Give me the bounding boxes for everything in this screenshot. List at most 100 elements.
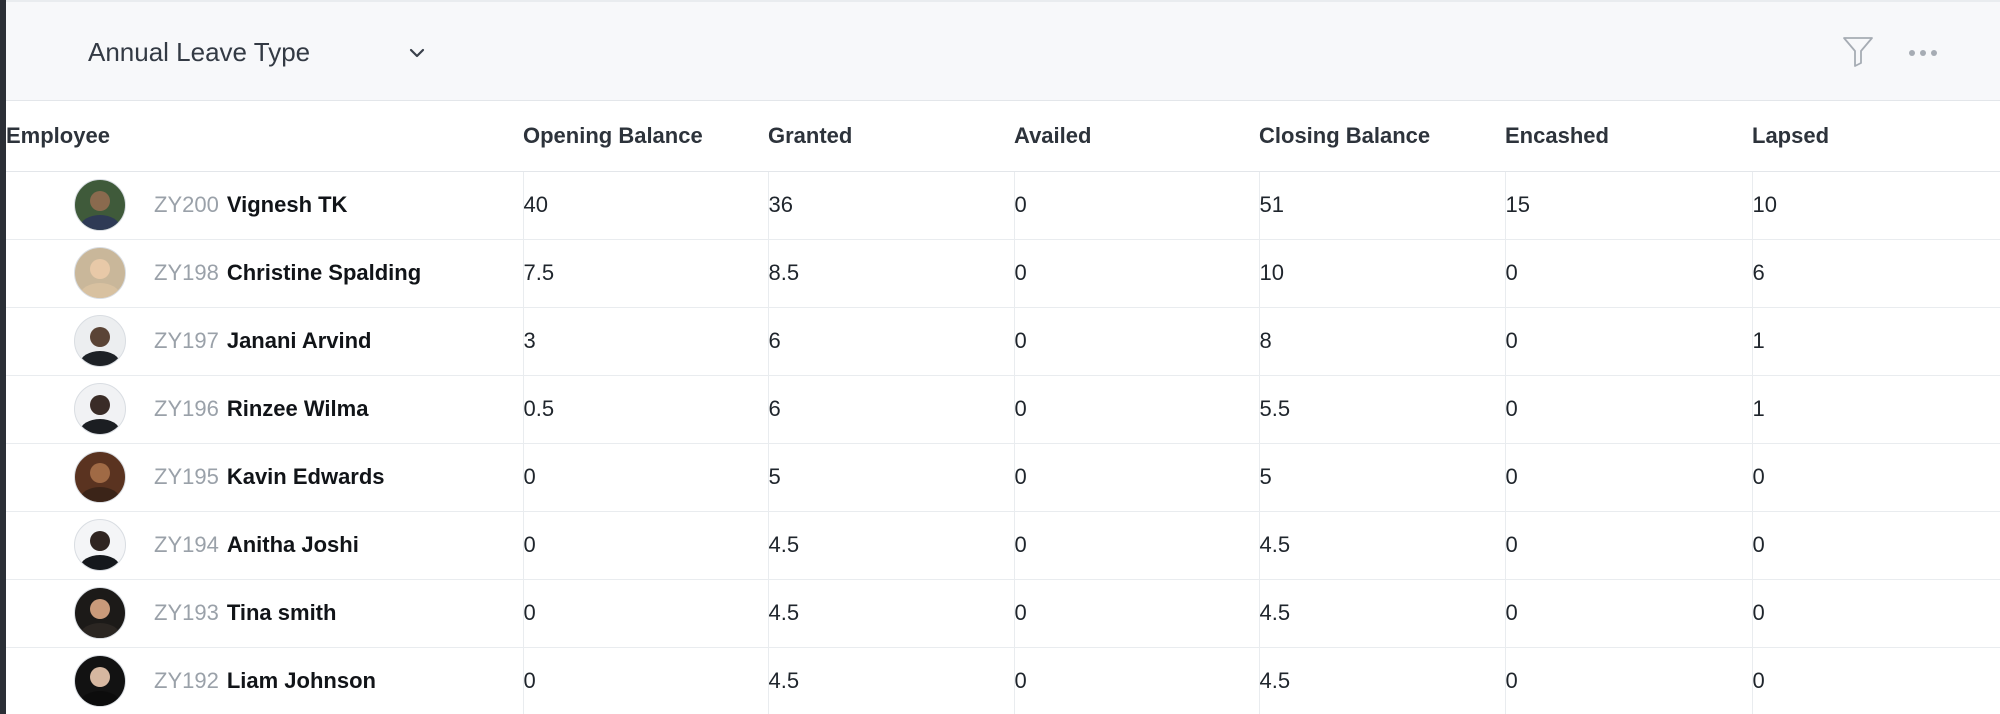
- employee-name[interactable]: Christine Spalding: [226, 260, 422, 285]
- avatar-head-shape: [90, 259, 110, 279]
- avatar[interactable]: [74, 451, 126, 503]
- avatar-head-shape: [90, 599, 110, 619]
- avatar[interactable]: [74, 315, 126, 367]
- employee-info: ZY200 Vignesh TK: [6, 179, 523, 231]
- avatar[interactable]: [74, 179, 126, 231]
- column-header-lapsed[interactable]: Lapsed: [1752, 101, 2000, 172]
- table-row[interactable]: ZY196 Rinzee Wilma 0.5 6 0 5.5 0 1: [6, 375, 2000, 444]
- employee-cell[interactable]: ZY192 Liam Johnson: [6, 647, 523, 714]
- cell-encashed: 0: [1504, 239, 1752, 308]
- avatar[interactable]: [74, 383, 126, 435]
- employee-id: ZY196: [154, 396, 219, 421]
- employee-id: ZY198: [154, 260, 219, 285]
- employee-name[interactable]: Vignesh TK: [226, 192, 348, 217]
- employee-id: ZY192: [154, 668, 219, 693]
- leave-type-label: Annual Leave Type: [88, 36, 311, 67]
- avatar-body-shape: [80, 691, 120, 706]
- more-options-icon[interactable]: [1906, 40, 1940, 66]
- column-header-opening-balance[interactable]: Opening Balance: [523, 101, 768, 172]
- employee-cell[interactable]: ZY195 Kavin Edwards: [6, 443, 523, 512]
- filter-icon[interactable]: [1841, 34, 1875, 68]
- avatar[interactable]: [74, 655, 126, 707]
- cell-granted: 36: [767, 171, 1014, 240]
- avatar-body-shape: [80, 351, 120, 366]
- avatar-body-shape: [80, 215, 120, 230]
- avatar-body-shape: [80, 623, 120, 638]
- employee-cell[interactable]: ZY194 Anitha Joshi: [6, 511, 523, 580]
- cell-closing-balance: 10: [1258, 239, 1505, 308]
- cell-opening-balance: 3: [522, 307, 768, 376]
- cell-lapsed: 0: [1751, 443, 2000, 512]
- avatar-head-shape: [90, 191, 110, 211]
- cell-lapsed: 1: [1751, 375, 2000, 444]
- table-row[interactable]: ZY193 Tina smith 0 4.5 0 4.5 0 0: [6, 579, 2000, 648]
- cell-availed: 0: [1013, 443, 1259, 512]
- employee-info: ZY196 Rinzee Wilma: [6, 383, 523, 435]
- avatar-head-shape: [90, 667, 110, 687]
- avatar[interactable]: [74, 247, 126, 299]
- cell-encashed: 0: [1504, 443, 1752, 512]
- cell-encashed: 0: [1504, 307, 1752, 376]
- employee-cell[interactable]: ZY197 Janani Arvind: [6, 307, 523, 376]
- cell-granted: 6: [767, 307, 1014, 376]
- employee-info: ZY192 Liam Johnson: [6, 655, 523, 707]
- employee-name[interactable]: Anitha Joshi: [226, 532, 359, 557]
- cell-opening-balance: 0: [522, 647, 768, 714]
- employee-cell[interactable]: ZY196 Rinzee Wilma: [6, 375, 523, 444]
- toolbar-divider: [6, 0, 2000, 2]
- column-header-granted[interactable]: Granted: [768, 101, 1014, 172]
- employee-id: ZY197: [154, 328, 219, 353]
- chevron-down-icon: [409, 48, 425, 58]
- column-header-employee[interactable]: Employee: [6, 101, 523, 172]
- table-row[interactable]: ZY195 Kavin Edwards 0 5 0 5 0 0: [6, 443, 2000, 512]
- leave-type-dropdown[interactable]: Annual Leave Type: [88, 30, 438, 74]
- column-header-closing-balance[interactable]: Closing Balance: [1259, 101, 1505, 172]
- cell-lapsed: 0: [1751, 511, 2000, 580]
- cell-availed: 0: [1013, 307, 1259, 376]
- table-row[interactable]: ZY200 Vignesh TK 40 36 0 51 15 10: [6, 171, 2000, 240]
- employee-cell[interactable]: ZY198 Christine Spalding: [6, 239, 523, 308]
- column-header-availed[interactable]: Availed: [1014, 101, 1259, 172]
- cell-availed: 0: [1013, 579, 1259, 648]
- employee-name[interactable]: Kavin Edwards: [226, 464, 385, 489]
- cell-granted: 4.5: [767, 579, 1014, 648]
- employee-id: ZY200: [154, 192, 219, 217]
- table-row[interactable]: ZY197 Janani Arvind 3 6 0 8 0 1: [6, 307, 2000, 376]
- avatar-head-shape: [90, 531, 110, 551]
- cell-lapsed: 6: [1751, 239, 2000, 308]
- avatar-body-shape: [80, 283, 120, 298]
- employee-info: ZY193 Tina smith: [6, 587, 523, 639]
- employee-cell[interactable]: ZY200 Vignesh TK: [6, 171, 523, 240]
- cell-opening-balance: 0.5: [522, 375, 768, 444]
- cell-opening-balance: 0: [522, 579, 768, 648]
- cell-lapsed: 10: [1751, 171, 2000, 240]
- table-row[interactable]: ZY192 Liam Johnson 0 4.5 0 4.5 0 0: [6, 647, 2000, 714]
- avatar[interactable]: [74, 587, 126, 639]
- cell-encashed: 0: [1504, 511, 1752, 580]
- cell-closing-balance: 8: [1258, 307, 1505, 376]
- avatar-body-shape: [80, 419, 120, 434]
- avatar[interactable]: [74, 519, 126, 571]
- employee-name[interactable]: Tina smith: [226, 600, 337, 625]
- cell-closing-balance: 4.5: [1258, 511, 1505, 580]
- cell-granted: 5: [767, 443, 1014, 512]
- column-header-encashed[interactable]: Encashed: [1505, 101, 1752, 172]
- cell-granted: 4.5: [767, 647, 1014, 714]
- cell-granted: 6: [767, 375, 1014, 444]
- table-row[interactable]: ZY194 Anitha Joshi 0 4.5 0 4.5 0 0: [6, 511, 2000, 580]
- cell-lapsed: 1: [1751, 307, 2000, 376]
- employee-name[interactable]: Rinzee Wilma: [226, 396, 369, 421]
- cell-closing-balance: 4.5: [1258, 647, 1505, 714]
- cell-lapsed: 0: [1751, 647, 2000, 714]
- cell-closing-balance: 5.5: [1258, 375, 1505, 444]
- table-row[interactable]: ZY198 Christine Spalding 7.5 8.5 0 10 0 6: [6, 239, 2000, 308]
- cell-availed: 0: [1013, 171, 1259, 240]
- employee-info: ZY197 Janani Arvind: [6, 315, 523, 367]
- cell-opening-balance: 0: [522, 511, 768, 580]
- employee-cell[interactable]: ZY193 Tina smith: [6, 579, 523, 648]
- employee-name[interactable]: Janani Arvind: [226, 328, 372, 353]
- avatar-head-shape: [90, 395, 110, 415]
- employee-id: ZY195: [154, 464, 219, 489]
- employee-name[interactable]: Liam Johnson: [226, 668, 376, 693]
